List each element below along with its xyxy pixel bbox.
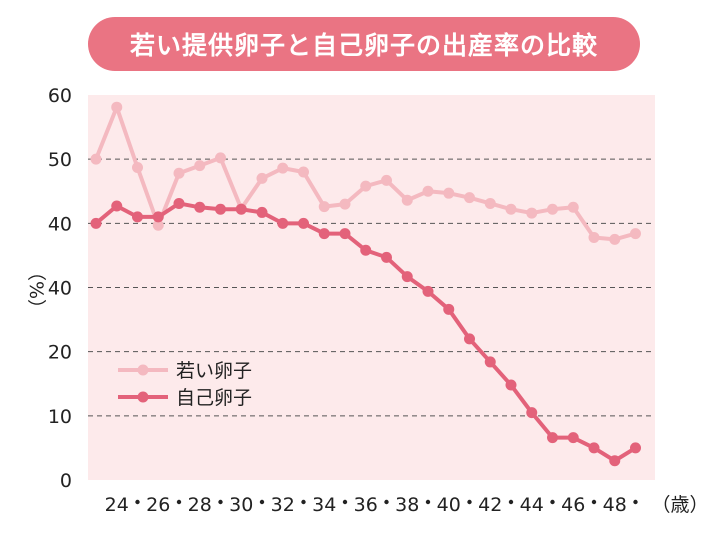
legend-marker-0: [137, 364, 149, 376]
data-point-1: [360, 244, 372, 256]
data-point-1: [215, 203, 226, 215]
data-point-1: [484, 356, 496, 368]
data-point-0: [464, 192, 475, 204]
data-point-1: [90, 217, 102, 229]
x-tick-label: 40: [437, 494, 461, 516]
x-axis-label: （歳）: [651, 494, 708, 516]
y-axis-label: （%）: [25, 262, 47, 318]
x-minor-tick: [301, 499, 306, 505]
data-point-1: [277, 217, 289, 229]
y-tick-label: 20: [48, 342, 72, 364]
x-minor-tick: [176, 499, 182, 505]
data-point-1: [132, 211, 143, 223]
data-point-1: [464, 333, 475, 345]
x-tick-label: 34: [312, 494, 336, 516]
x-minor-tick: [218, 499, 223, 505]
x-minor-tick: [550, 499, 555, 505]
data-point-0: [588, 231, 600, 243]
data-point-0: [443, 187, 455, 199]
data-point-1: [443, 303, 455, 315]
x-minor-tick: [467, 499, 472, 505]
x-tick-label: 48: [603, 494, 627, 516]
data-point-0: [630, 228, 641, 240]
data-point-0: [256, 172, 268, 184]
y-tick-label: 40: [48, 213, 72, 235]
data-point-0: [215, 152, 226, 164]
data-point-1: [505, 379, 517, 391]
legend-label-1: 自己卵子: [176, 387, 252, 409]
data-point-0: [132, 162, 143, 174]
x-minor-tick: [508, 499, 514, 505]
x-tick-label: 44: [520, 494, 544, 516]
data-point-1: [173, 197, 185, 209]
x-minor-tick: [591, 499, 597, 505]
data-point-1: [547, 432, 558, 444]
y-tick-label: 40: [48, 278, 72, 300]
data-point-0: [567, 201, 579, 213]
data-point-1: [194, 201, 206, 213]
x-minor-tick: [384, 499, 389, 505]
data-point-1: [256, 206, 268, 218]
y-tick-label: 10: [48, 406, 72, 428]
data-point-0: [194, 160, 206, 172]
x-tick-label: 30: [229, 494, 253, 516]
x-tick-label: 36: [354, 494, 378, 516]
data-point-0: [298, 166, 309, 178]
legend-label-0: 若い卵子: [176, 360, 252, 382]
data-point-1: [111, 200, 123, 212]
x-tick-label: 28: [188, 494, 212, 516]
x-minor-tick: [425, 499, 431, 505]
data-point-0: [318, 201, 330, 213]
x-tick-label: 26: [146, 494, 170, 516]
chart-title: 若い提供卵子と自己卵子の出産率の比較: [88, 17, 640, 71]
data-point-0: [173, 167, 185, 179]
data-point-1: [567, 432, 579, 444]
data-point-1: [609, 455, 621, 467]
data-point-0: [526, 207, 538, 219]
x-tick-label: 42: [478, 494, 502, 516]
data-point-0: [484, 197, 496, 209]
data-point-1: [318, 228, 330, 240]
x-minor-tick: [633, 499, 638, 505]
data-point-1: [422, 285, 434, 297]
legend-marker-1: [137, 391, 149, 403]
y-tick-label: 50: [48, 149, 72, 171]
y-tick-label: 0: [60, 470, 72, 492]
data-point-0: [401, 194, 413, 206]
x-minor-tick: [342, 499, 348, 505]
data-point-1: [152, 211, 164, 223]
data-point-0: [360, 180, 372, 192]
x-tick-label: 32: [271, 494, 295, 516]
data-point-0: [609, 233, 621, 245]
x-minor-tick: [259, 499, 265, 505]
data-point-0: [90, 153, 102, 165]
y-tick-label: 60: [48, 85, 72, 107]
data-point-0: [381, 174, 392, 186]
data-point-1: [588, 442, 600, 454]
x-tick-label: 38: [395, 494, 419, 516]
data-point-1: [526, 407, 538, 419]
data-point-0: [111, 101, 123, 113]
data-point-1: [235, 203, 247, 215]
data-point-0: [505, 203, 517, 215]
x-tick-label: 24: [105, 494, 129, 516]
x-tick-label: 46: [561, 494, 585, 516]
data-point-1: [298, 217, 309, 229]
data-point-0: [152, 219, 164, 231]
data-point-0: [277, 162, 289, 174]
data-point-1: [630, 442, 641, 454]
x-minor-tick: [135, 499, 140, 505]
data-point-1: [339, 228, 351, 240]
data-point-1: [381, 251, 392, 263]
data-point-0: [339, 198, 351, 210]
data-point-1: [401, 271, 413, 283]
data-point-0: [422, 185, 434, 197]
data-point-0: [547, 203, 558, 215]
